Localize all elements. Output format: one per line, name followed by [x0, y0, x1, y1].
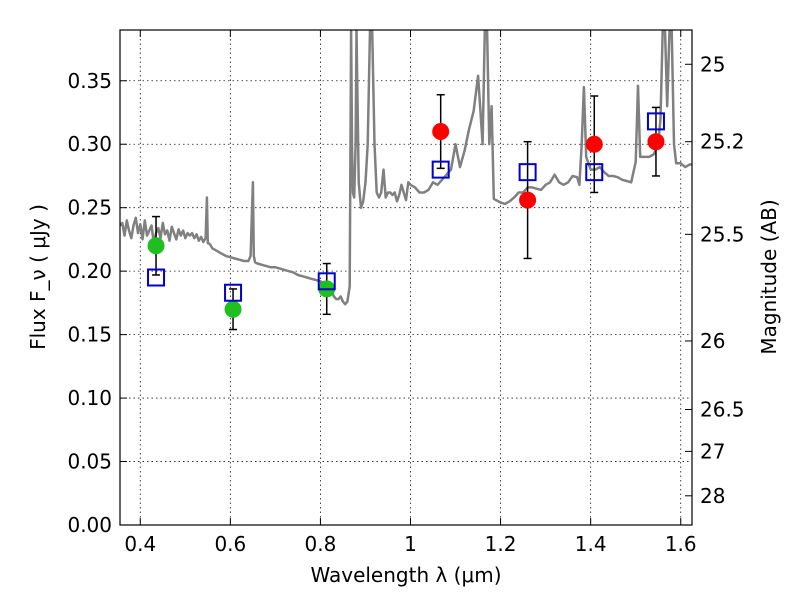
y2-tick-label: 25 [700, 52, 725, 76]
ticks: 0.4 0.6 0.8 1 1.2 1.4 1.6 0.00 0.05 0.10 0.15 0.20 0… [67, 30, 745, 556]
data-point-square [585, 163, 604, 182]
data-point-square [147, 268, 166, 287]
y-tick-label: 0.35 [67, 69, 112, 93]
x-axis-label: Wavelength λ (μm) [310, 563, 501, 587]
data-point-circle [519, 191, 537, 209]
data-point-square [646, 112, 665, 131]
x-tick-label: 1.6 [665, 532, 697, 556]
y2-tick-label: 26 [700, 329, 725, 353]
y2-tick-label: 26.5 [700, 398, 745, 422]
x-tick-label: 1.2 [485, 532, 517, 556]
y2-tick-label: 27 [700, 439, 725, 463]
data-layer [120, 30, 692, 331]
x-tick-label: 0.6 [214, 532, 246, 556]
grid [120, 30, 692, 526]
y2-tick-label: 28 [700, 484, 725, 508]
data-point-square [431, 160, 450, 179]
y2-tick-label: 25.2 [700, 130, 745, 154]
y-tick-label: 0.20 [67, 259, 112, 283]
data-point-square [518, 163, 537, 182]
x-tick-label: 0.4 [124, 532, 156, 556]
x-tick-label: 1.4 [575, 532, 607, 556]
data-point-circle [647, 133, 665, 151]
y-tick-label: 0.10 [67, 386, 112, 410]
y2-axis-label: Magnitude (AB) [757, 199, 781, 354]
y-tick-label: 0.15 [67, 323, 112, 347]
y2-tick-label: 25.5 [700, 222, 745, 246]
model-spectrum-line [120, 30, 692, 306]
data-point-circle [432, 123, 450, 141]
y-tick-label: 0.25 [67, 196, 112, 220]
y-tick-label: 0.05 [67, 450, 112, 474]
data-point-circle [147, 237, 165, 255]
data-point-square [224, 283, 243, 302]
y-axis-label: Flux F_ν ( μJy ) [26, 204, 50, 350]
data-point-square [317, 272, 336, 291]
data-point-circle [224, 300, 242, 318]
y-tick-label: 0.30 [67, 132, 112, 156]
data-point-circle [585, 135, 603, 153]
plot-frame [119, 29, 693, 526]
y-tick-label: 0.00 [67, 513, 112, 537]
x-tick-label: 0.8 [305, 532, 337, 556]
x-tick-label: 1 [404, 532, 417, 556]
